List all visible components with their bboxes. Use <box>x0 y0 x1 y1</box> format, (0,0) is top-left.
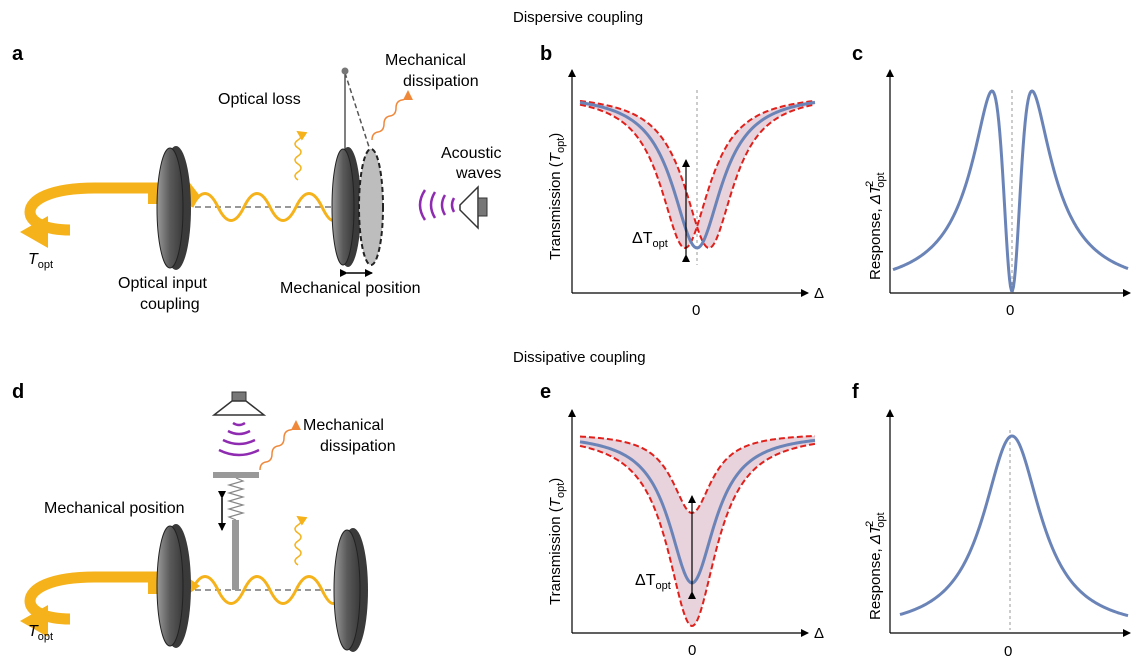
panel-letter-f: f <box>852 381 859 403</box>
x-axis-label: Δ <box>814 625 824 642</box>
panel-d: d Mechanical dissipation <box>12 381 396 652</box>
increased-depth-curve <box>579 442 816 628</box>
wavy-arrow-icon <box>259 420 301 471</box>
transmission-curve <box>579 438 816 585</box>
acoustic-waves-icon <box>418 189 456 221</box>
t-opt-label: Topt <box>28 623 53 643</box>
y-axis-label: Response, ΔT2opt <box>864 172 887 280</box>
light-beam <box>24 571 160 625</box>
x-zero-tick: 0 <box>1004 643 1012 660</box>
mech-dissipation-label-2: dissipation <box>320 438 396 455</box>
response-curve <box>892 89 1129 293</box>
speaker-icon <box>211 391 267 416</box>
panel-b: b ΔTopt Δ 0 Transmission (Topt) <box>540 43 824 319</box>
mirror-icon <box>331 147 361 267</box>
x-zero-tick: 0 <box>688 642 696 659</box>
panel-letter-e: e <box>540 381 551 403</box>
light-beam <box>24 182 160 236</box>
panel-c: c 0 Response, ΔT2opt <box>852 43 1131 319</box>
transmission-curve <box>579 100 816 250</box>
pendulum-string-moved <box>344 72 371 151</box>
y-axis-label: Response, ΔT2opt <box>864 512 887 620</box>
t-opt-label: Topt <box>28 251 53 271</box>
coupling-rod <box>232 520 239 590</box>
output-arrow-icon <box>20 605 48 637</box>
shifted-curve-right <box>579 99 816 250</box>
panel-letter-d: d <box>12 381 24 403</box>
dissipative-title: Dissipative coupling <box>513 349 646 366</box>
optical-loss-label: Optical loss <box>218 91 301 108</box>
pivot <box>341 67 349 75</box>
panel-letter-b: b <box>540 43 552 65</box>
reduced-linewidth-curve <box>579 434 816 514</box>
cavity-light <box>190 192 342 222</box>
shaded-band <box>580 435 815 626</box>
output-arrow-icon <box>20 216 48 248</box>
x-zero-tick: 0 <box>1006 302 1014 319</box>
acoustic-waves-icon <box>218 421 260 457</box>
mirror-icon <box>156 146 191 270</box>
acoustic-label-2: waves <box>455 165 501 182</box>
x-zero-tick: 0 <box>692 302 700 319</box>
delta-t-label: ΔTopt <box>632 230 668 250</box>
mechanical-position-label: Mechanical position <box>44 500 185 517</box>
acoustic-label-1: Acoustic <box>441 145 501 162</box>
mirror-displaced-icon <box>358 148 384 266</box>
mirror-icon <box>156 524 191 648</box>
panel-letter-c: c <box>852 43 863 65</box>
delta-t-label: ΔTopt <box>635 572 671 592</box>
panel-letter-a: a <box>12 43 24 65</box>
panel-f: f 0 Response, ΔT2opt <box>852 381 1131 660</box>
shifted-curve-left <box>579 99 816 249</box>
y-axis-label: Transmission (Topt) <box>547 478 567 605</box>
panel-e: e ΔTopt Δ 0 Transmission (Topt) <box>540 381 824 659</box>
spring-icon <box>226 477 246 521</box>
panel-a: a Optical loss Mechan <box>12 43 501 313</box>
cavity-light <box>190 575 342 605</box>
mirror-icon <box>333 528 368 652</box>
wavy-arrow-icon <box>294 130 308 181</box>
optical-input-label-1: Optical input <box>118 275 207 292</box>
x-axis-label: Δ <box>814 285 824 302</box>
y-axis-label: Transmission (Topt) <box>547 133 567 260</box>
mechanical-plate <box>213 472 259 478</box>
mechanical-position-label: Mechanical position <box>280 280 421 297</box>
mech-dissipation-label-2: dissipation <box>403 73 479 90</box>
dispersive-title: Dispersive coupling <box>513 9 643 26</box>
wavy-arrow-icon <box>371 90 413 141</box>
wavy-arrow-icon <box>294 515 308 566</box>
response-curve <box>899 434 1129 618</box>
optical-input-label-2: coupling <box>140 296 200 313</box>
speaker-icon <box>459 185 488 230</box>
mech-dissipation-label-1: Mechanical <box>385 52 466 69</box>
mech-dissipation-label-1: Mechanical <box>303 417 384 434</box>
